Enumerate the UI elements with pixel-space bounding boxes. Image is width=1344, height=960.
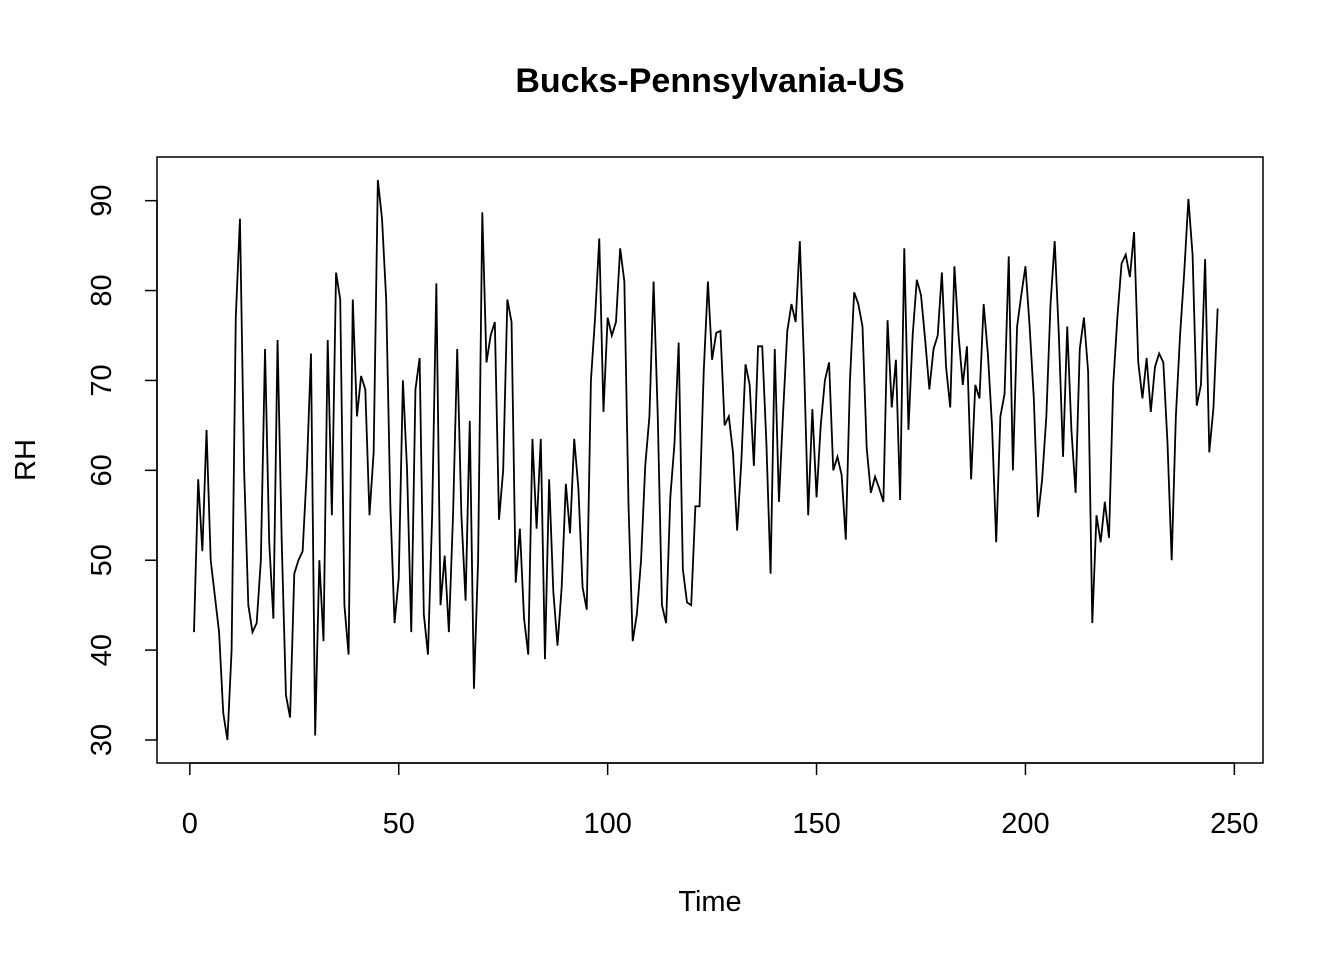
- y-tick-label: 60: [86, 454, 118, 486]
- y-axis: 30 40 50 60 70 80 90: [86, 185, 158, 756]
- y-tick-label: 40: [86, 634, 118, 666]
- y-tick-label: 70: [86, 364, 118, 396]
- x-tick-label: 150: [792, 808, 840, 840]
- x-axis: 0 50 100 150 200 250: [182, 762, 1259, 840]
- x-tick-label: 250: [1210, 808, 1258, 840]
- chart-title: Bucks-Pennsylvania-US: [515, 62, 904, 100]
- x-tick-label: 0: [182, 808, 198, 840]
- series-line-0: [193, 179, 1219, 741]
- y-tick-label: 80: [86, 274, 118, 306]
- x-axis-label: Time: [678, 886, 741, 918]
- x-tick-label: 200: [1001, 808, 1049, 840]
- x-tick-label: 50: [383, 808, 415, 840]
- y-tick-label: 50: [86, 544, 118, 576]
- y-tick-label: 90: [86, 185, 118, 217]
- x-tick-label: 100: [583, 808, 631, 840]
- y-axis-label: RH: [10, 439, 42, 481]
- series-layer: [193, 179, 1219, 741]
- y-tick-label: 30: [86, 724, 118, 756]
